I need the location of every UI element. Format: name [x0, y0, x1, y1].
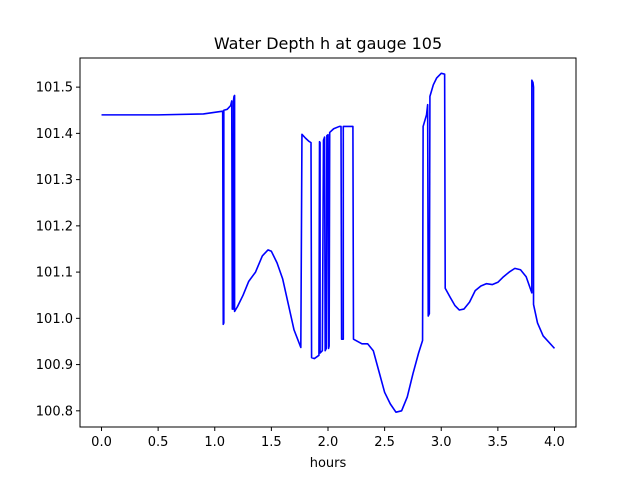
y-tick-label: 100.8 — [36, 404, 73, 419]
x-tick-label: 1.5 — [261, 435, 282, 450]
x-axis-ticks: 0.0 0.5 1.0 1.5 2.0 2.5 3.0 3.5 4.0 — [91, 427, 565, 450]
x-tick-label: 3.5 — [488, 435, 509, 450]
y-tick-label: 101.3 — [36, 173, 73, 188]
x-tick-label: 4.0 — [544, 435, 565, 450]
y-tick-label: 100.9 — [36, 358, 73, 373]
axes-frame — [79, 57, 577, 428]
y-tick-label: 101.0 — [36, 312, 73, 327]
x-tick-label: 3.0 — [431, 435, 452, 450]
x-tick-label: 2.5 — [374, 435, 395, 450]
y-tick-label: 101.2 — [36, 219, 73, 234]
series-line-0 — [101, 72, 556, 414]
y-axis-ticks: 100.8 100.9 101.0 101.1 101.2 101.3 101.4 101.5 — [36, 81, 80, 419]
x-tick-label: 0.5 — [148, 435, 169, 450]
x-tick-label: 1.0 — [204, 435, 225, 450]
x-axis-label: hours — [310, 456, 347, 471]
y-tick-label: 101.1 — [36, 266, 73, 281]
y-tick-label: 101.4 — [36, 127, 73, 142]
y-tick-label: 101.5 — [36, 81, 73, 96]
plot-area — [101, 72, 556, 414]
x-tick-label: 0.0 — [91, 435, 112, 450]
x-tick-label: 2.0 — [318, 435, 339, 450]
chart-title: Water Depth h at gauge 105 — [214, 34, 442, 53]
